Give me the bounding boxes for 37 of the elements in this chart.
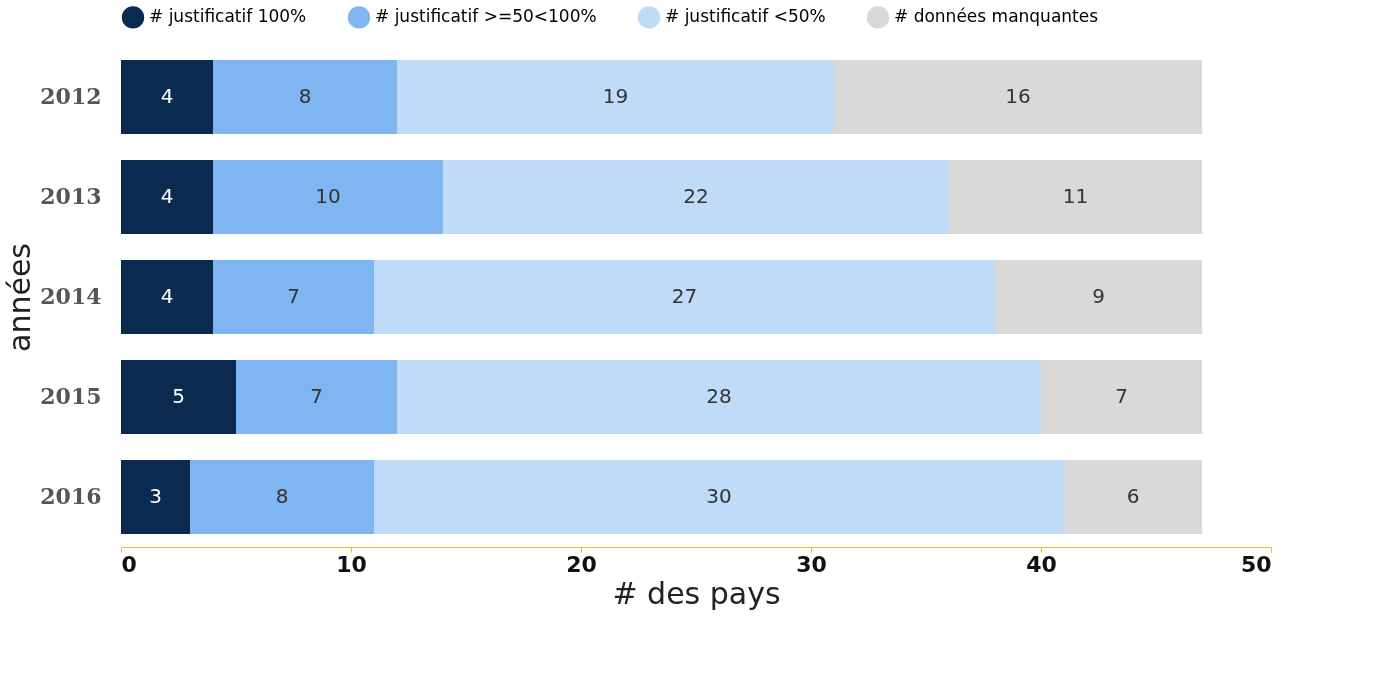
data-label: 6: [1126, 484, 1140, 508]
data-label: 5: [172, 384, 185, 408]
data-label: 7: [287, 284, 300, 308]
x-tick-label: 30: [796, 551, 827, 577]
data-label: 4: [160, 184, 174, 208]
data-label: 8: [275, 484, 289, 508]
data-label: 27: [671, 284, 698, 308]
x-tick-label: 0: [121, 551, 137, 577]
x-tick-label: 10: [336, 551, 367, 577]
legend-label: # justificatif <50%: [665, 6, 826, 27]
x-axis-title: # des pays: [612, 575, 781, 611]
y-tick-label: 2016: [40, 483, 102, 509]
data-label: 9: [1092, 284, 1105, 308]
data-label: 4: [160, 84, 174, 108]
y-axis-title: années: [2, 243, 38, 352]
y-tick-label: 2014: [40, 283, 102, 309]
data-label: 4: [160, 284, 174, 308]
x-tick-label: 20: [566, 551, 597, 577]
data-label: 8: [298, 84, 312, 108]
data-label: 3: [149, 484, 162, 508]
data-label: 28: [706, 384, 732, 408]
data-label: 10: [315, 184, 341, 208]
x-tick-label: 40: [1026, 551, 1057, 577]
data-label: 11: [1062, 184, 1089, 208]
data-label: 16: [1005, 84, 1031, 108]
legend-label: # données manquantes: [894, 6, 1099, 27]
data-label: 19: [602, 84, 629, 108]
data-label: 7: [1115, 384, 1128, 408]
y-tick-label: 2015: [40, 383, 102, 409]
data-label: 30: [706, 484, 732, 508]
y-tick-label: 2012: [40, 83, 102, 109]
legend-label: # justificatif 100%: [149, 6, 307, 27]
data-label: 7: [310, 384, 323, 408]
data-label: 22: [683, 184, 709, 208]
x-tick-label: 50: [1240, 551, 1272, 577]
y-tick-label: 2013: [40, 183, 102, 209]
legend-label: # justificatif >=50<100%: [375, 6, 597, 27]
